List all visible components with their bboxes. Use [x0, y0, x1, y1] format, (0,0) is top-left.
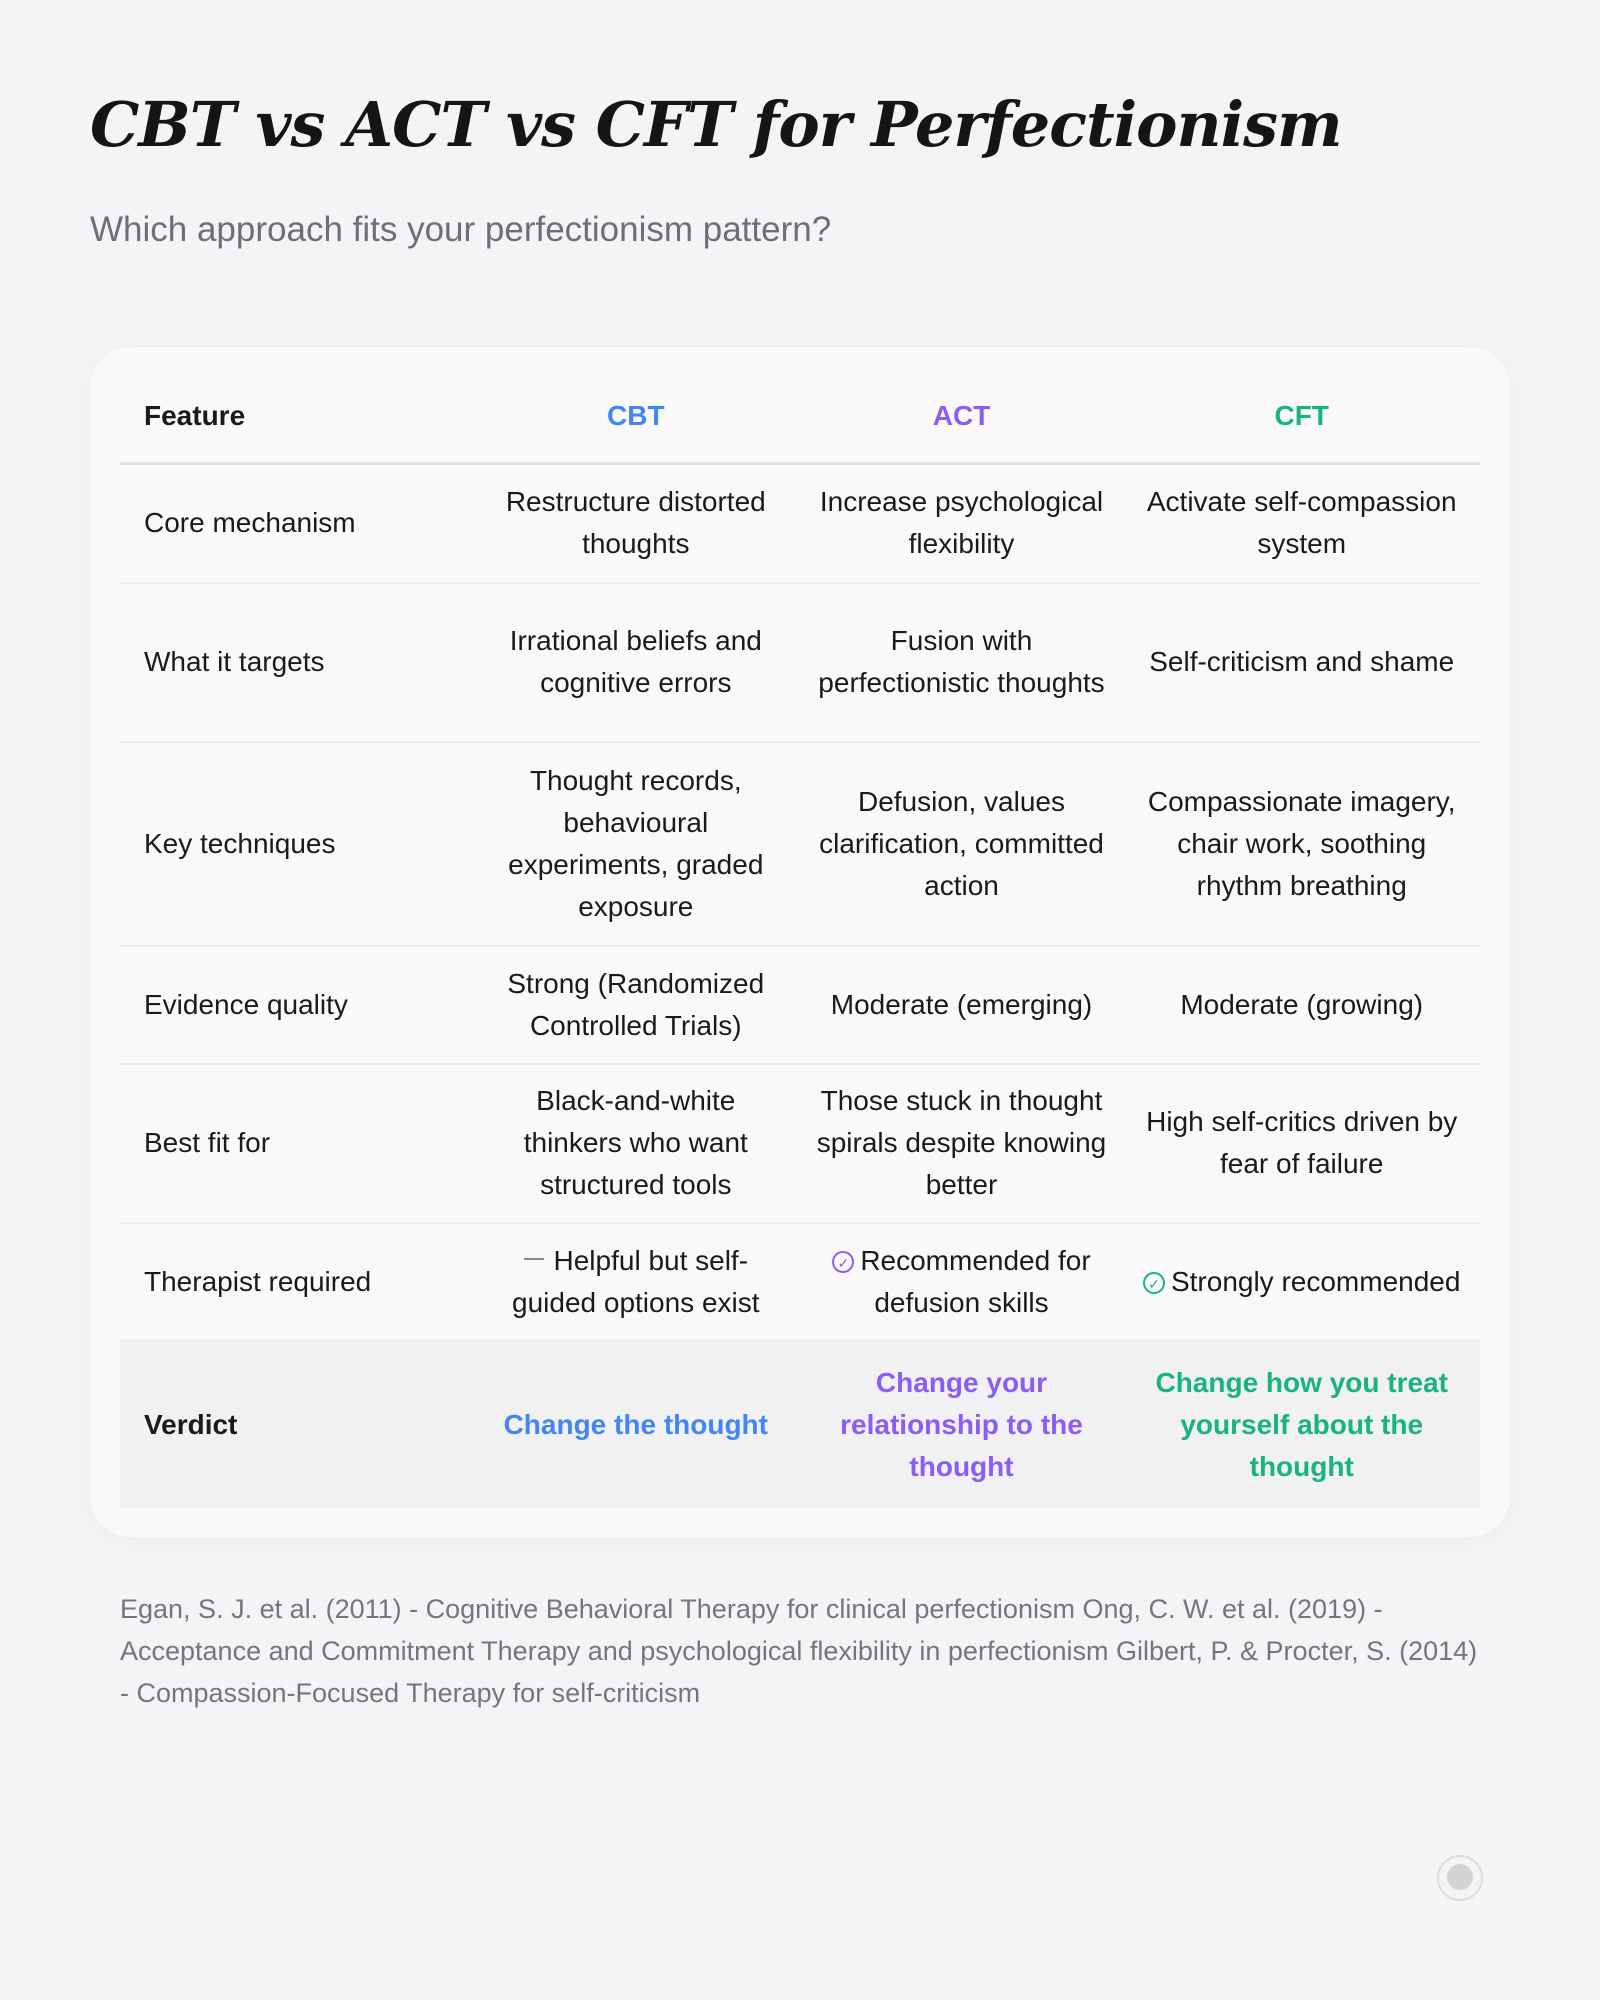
- row-feature: Key techniques: [120, 741, 472, 947]
- table-row: Core mechanism Restructure distorted tho…: [120, 463, 1480, 584]
- cell-cbt: Helpful but self-guided options exist: [472, 1222, 800, 1342]
- table-header-row: Feature CBT ACT CFT: [120, 370, 1480, 465]
- row-feature: What it targets: [120, 582, 472, 743]
- header-act: ACT: [799, 370, 1124, 465]
- row-feature: Evidence quality: [120, 945, 472, 1065]
- table-row: Evidence quality Strong (Randomized Cont…: [120, 945, 1480, 1065]
- cell-cft: High self-critics driven by fear of fail…: [1123, 1063, 1480, 1224]
- cell-act: Defusion, values clarification, committe…: [799, 741, 1124, 947]
- table-row: Key techniques Thought records, behaviou…: [120, 741, 1480, 947]
- dash-icon: [523, 1257, 544, 1260]
- comparison-card: Feature CBT ACT CFT Core mechanism Restr…: [90, 347, 1510, 1537]
- references: Egan, S. J. et al. (2011) - Cognitive Be…: [120, 1594, 1478, 1708]
- cell-text: Strongly recommended: [1170, 1265, 1461, 1297]
- cell-act: Moderate (emerging): [799, 945, 1124, 1065]
- cell-cft: Moderate (growing): [1123, 945, 1480, 1065]
- cell-cbt: Thought records, behavioural experiments…: [472, 741, 800, 947]
- cell-cbt: Black-and-white thinkers who want struct…: [472, 1063, 800, 1224]
- logo-icon: [1437, 1855, 1483, 1901]
- cell-cbt: Strong (Randomized Controlled Trials): [472, 945, 800, 1065]
- row-feature: Best fit for: [120, 1063, 472, 1224]
- verdict-row: Verdict Change the thought Change your r…: [120, 1340, 1480, 1508]
- cell-act: ✓ Recommended for defusion skills: [799, 1222, 1124, 1342]
- page-subtitle: Which approach fits your perfectionism p…: [90, 210, 832, 249]
- cell-cft: Compassionate imagery, chair work, sooth…: [1123, 741, 1480, 947]
- verdict-label: Verdict: [120, 1340, 472, 1508]
- comparison-table: Feature CBT ACT CFT Core mechanism Restr…: [120, 370, 1480, 1508]
- cell-text: Helpful but self-guided options exist: [512, 1244, 760, 1318]
- verdict-cbt: Change the thought: [472, 1340, 800, 1508]
- cell-cbt: Restructure distorted thoughts: [472, 463, 800, 584]
- cell-act: Increase psychological flexibility: [799, 463, 1124, 584]
- header-cbt: CBT: [472, 370, 800, 465]
- table-row: Best fit for Black-and-white thinkers wh…: [120, 1063, 1480, 1224]
- cell-text: Recommended for defusion skills: [860, 1244, 1091, 1318]
- row-feature: Therapist required: [120, 1222, 472, 1342]
- table-row: What it targets Irrational beliefs and c…: [120, 582, 1480, 743]
- table-row: Therapist required Helpful but self-guid…: [120, 1222, 1480, 1342]
- cell-cft: ✓ Strongly recommended: [1123, 1222, 1480, 1342]
- check-circle-icon: ✓: [1142, 1271, 1165, 1294]
- row-feature: Core mechanism: [120, 463, 472, 584]
- cell-cft: Activate self-compassion system: [1123, 463, 1480, 584]
- verdict-cft: Change how you treat yourself about the …: [1123, 1340, 1480, 1508]
- cell-act: Fusion with perfectionistic thoughts: [799, 582, 1124, 743]
- cell-cft: Self-criticism and shame: [1123, 582, 1480, 743]
- cell-cbt: Irrational beliefs and cognitive errors: [472, 582, 800, 743]
- header-feature: Feature: [120, 370, 472, 465]
- verdict-act: Change your relationship to the thought: [799, 1340, 1124, 1508]
- page-title: CBT vs ACT vs CFT for Perfectionism: [90, 88, 1343, 161]
- header-cft: CFT: [1123, 370, 1480, 465]
- check-circle-icon: ✓: [832, 1250, 855, 1273]
- cell-act: Those stuck in thought spirals despite k…: [799, 1063, 1124, 1224]
